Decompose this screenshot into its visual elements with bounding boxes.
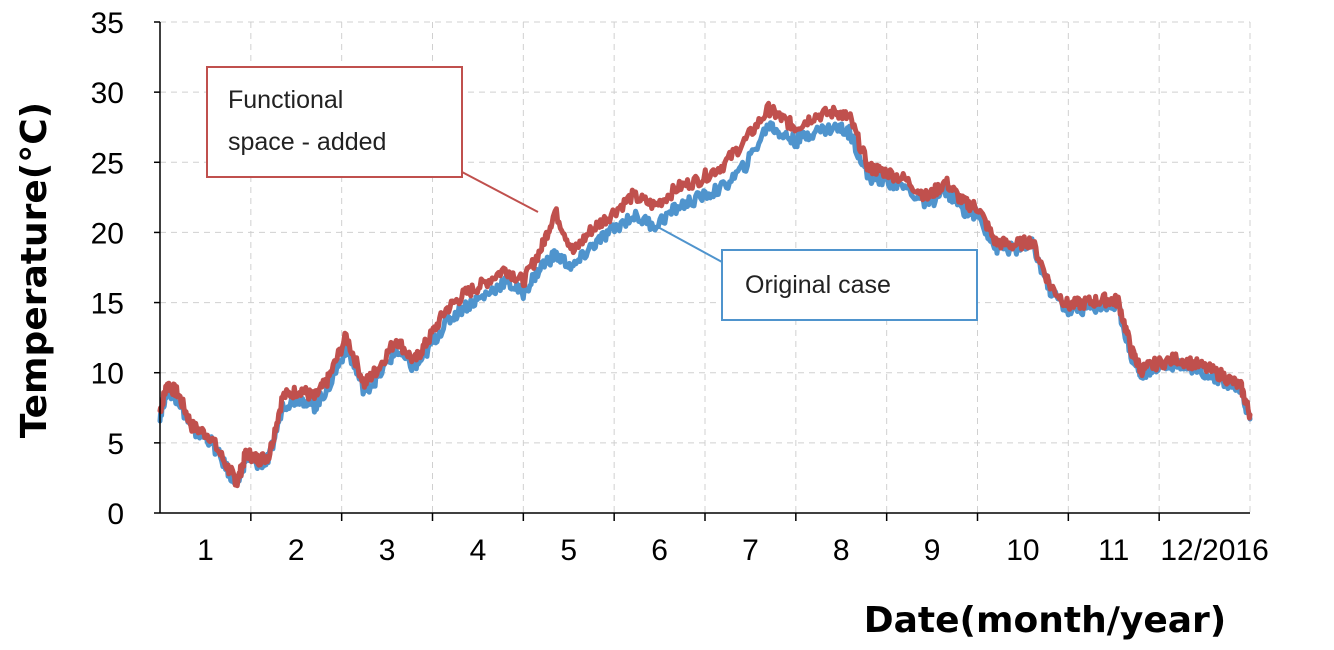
x-tick-label: 6: [651, 534, 668, 567]
callout-functional-space-added: Functional space - added: [206, 66, 539, 213]
x-tick-label: 8: [833, 534, 850, 567]
callout-box-original: [721, 249, 978, 321]
x-tick-label: 7: [742, 534, 759, 567]
x-tick-label: 1: [197, 534, 214, 567]
x-axis-title: Date(month/year): [864, 600, 1227, 641]
y-tick-label: 35: [91, 7, 124, 40]
callout-box-added: [206, 66, 463, 178]
axes: [154, 21, 1250, 521]
y-tick-label: 10: [91, 358, 124, 391]
x-tick-label: 11: [1098, 534, 1129, 567]
x-tick-label: 9: [924, 534, 941, 567]
callout-leader-original: [655, 225, 723, 263]
y-tick-label: 30: [91, 77, 124, 110]
y-tick-label: 25: [91, 147, 124, 180]
series-layer: [157, 100, 1253, 489]
callout-leader-added: [461, 171, 539, 213]
callout-label-added-line1: Functional: [228, 86, 343, 114]
callout-original-case: Original case: [655, 225, 978, 321]
y-tick-label: 5: [107, 428, 124, 461]
callout-label-original: Original case: [745, 271, 891, 299]
y-tick-label: 0: [107, 498, 124, 531]
x-tick-label: 2: [288, 534, 305, 567]
y-axis-title: Temperature(°C): [14, 102, 55, 438]
y-tick-label: 20: [91, 217, 124, 250]
x-tick-label: 12/2016: [1160, 534, 1268, 567]
x-tick-labels: 1 2 3 4 5 6 7 8 9 10 11 12/2016: [197, 534, 1269, 567]
x-tick-label: 4: [470, 534, 487, 567]
y-tick-labels: 0 5 10 15 20 25 30 35: [91, 7, 124, 531]
x-tick-label: 5: [560, 534, 577, 567]
callout-label-added-line2: space - added: [228, 128, 386, 156]
x-tick-label: 3: [379, 534, 396, 567]
y-tick-label: 15: [91, 288, 124, 321]
series-line-functional-space-added: [157, 100, 1253, 489]
x-tick-label: 10: [1006, 534, 1039, 567]
